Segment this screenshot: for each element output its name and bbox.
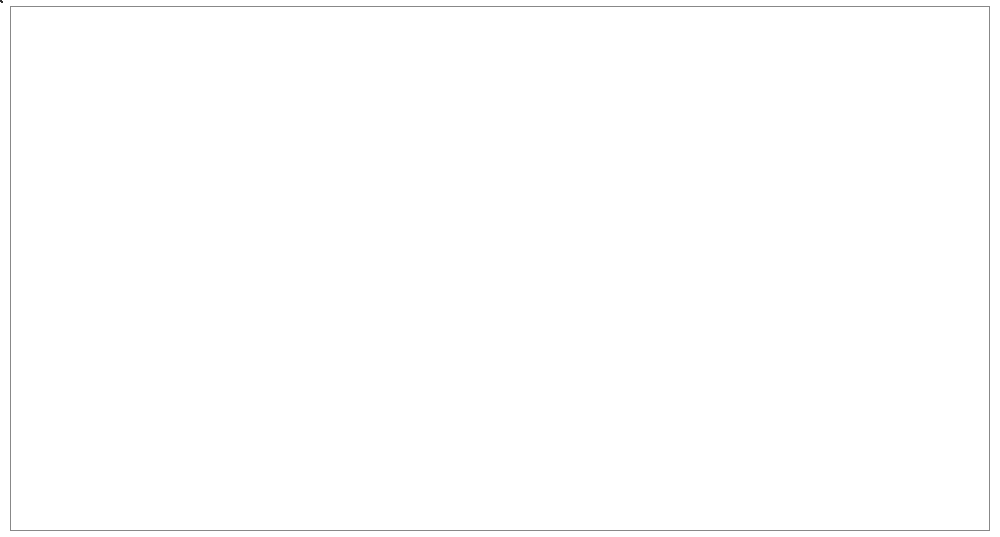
firewall-controller <box>0 0 2 2</box>
outer-frame <box>10 6 990 531</box>
